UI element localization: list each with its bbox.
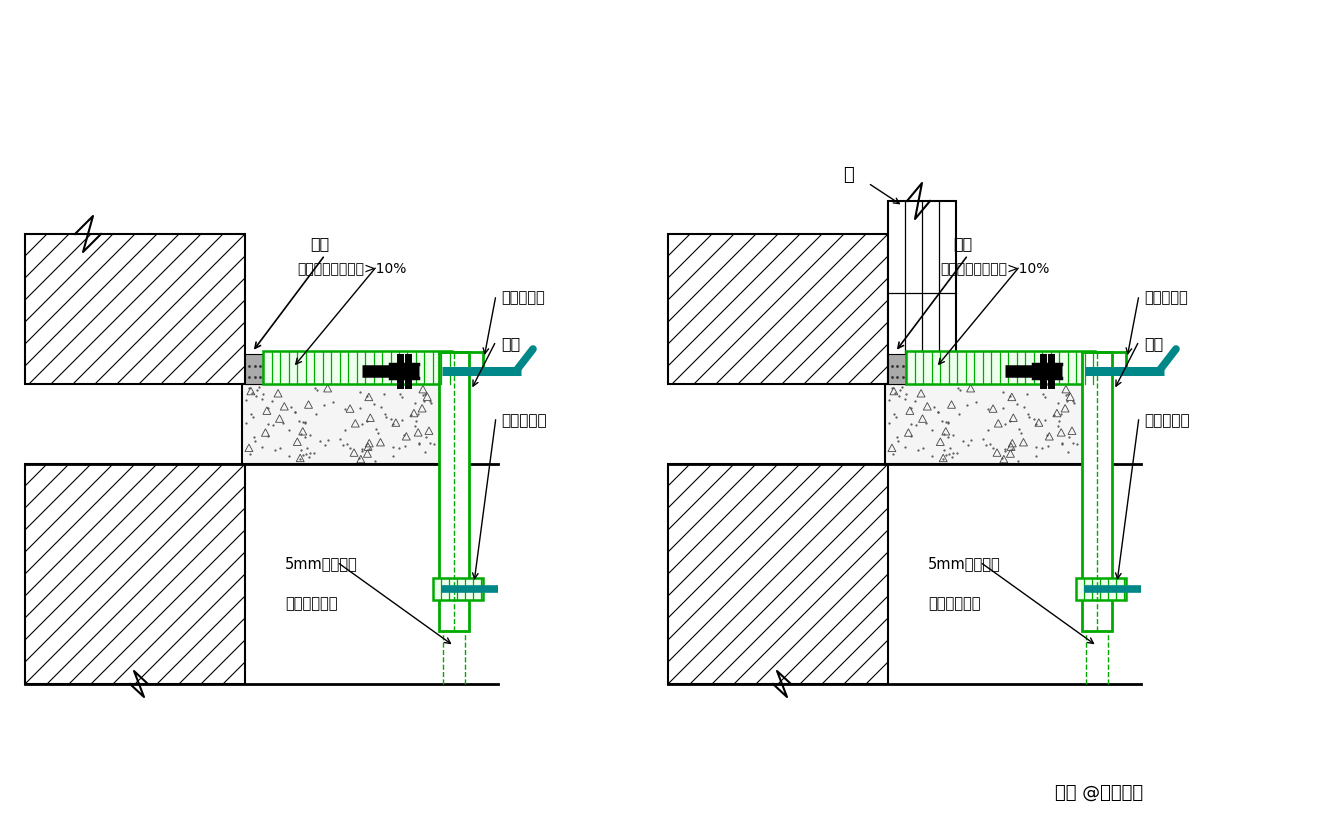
Bar	[888, 202, 956, 385]
Text: 水泥沙浆粉刷坡度>10%: 水泥沙浆粉刷坡度>10%	[939, 261, 1050, 275]
Text: 窗: 窗	[843, 165, 853, 184]
Text: 保证滴水功能: 保证滴水功能	[927, 595, 981, 610]
Text: 扁钉或铝片: 扁钉或铝片	[501, 413, 547, 428]
Text: 保证滴水功能: 保证滴水功能	[285, 595, 337, 610]
Bar	[433, 578, 482, 600]
Bar	[245, 379, 439, 385]
Text: 石材: 石材	[501, 336, 520, 351]
Bar	[1082, 352, 1111, 631]
Text: 头条 @工程蒓主: 头条 @工程蒓主	[1055, 783, 1144, 801]
Bar	[884, 385, 1083, 465]
Bar	[263, 351, 452, 385]
Bar	[906, 351, 1095, 385]
Text: 夼胶: 夼胶	[310, 236, 329, 251]
Bar	[439, 352, 469, 631]
Bar	[26, 465, 245, 684]
Text: 云石胶夼缝: 云石胶夼缝	[501, 289, 544, 304]
Bar	[245, 355, 263, 385]
Text: 5mm凹槽胶缝: 5mm凹槽胶缝	[285, 555, 358, 571]
Text: 云石胶夼缝: 云石胶夼缝	[1144, 289, 1188, 304]
Text: 5mm凹槽胶缝: 5mm凹槽胶缝	[927, 555, 1001, 571]
Bar	[888, 379, 1083, 385]
Bar	[26, 235, 245, 385]
Text: 石材: 石材	[1144, 336, 1164, 351]
Text: 扁钉或铝片: 扁钉或铝片	[1144, 413, 1189, 428]
Text: 水泥沙浆粉刷坡度>10%: 水泥沙浆粉刷坡度>10%	[297, 261, 406, 275]
Bar	[668, 465, 888, 684]
Bar	[888, 355, 906, 385]
Bar	[668, 235, 888, 385]
Bar	[242, 385, 439, 465]
Text: 夼胶: 夼胶	[953, 236, 972, 251]
Bar	[1077, 578, 1126, 600]
